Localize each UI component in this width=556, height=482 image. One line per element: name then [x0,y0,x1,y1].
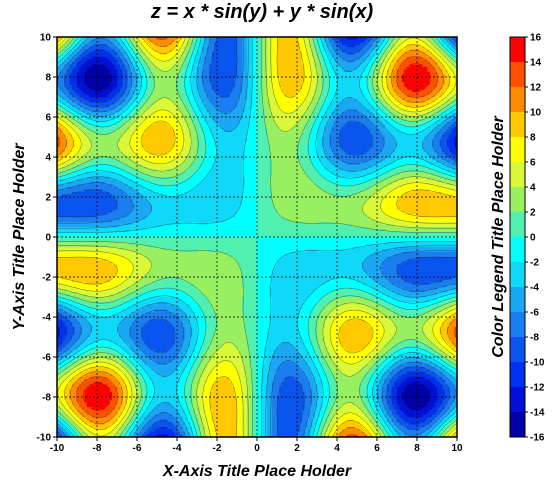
x-tick-label: 4 [334,443,340,454]
y-tick-label: -2 [42,273,51,284]
x-tick-label: -10 [50,443,65,454]
color-legend-tick-label: 6 [530,158,536,169]
contour-line--4 [56,36,458,438]
color-legend-tick-label: -6 [530,308,539,319]
x-tick-label: 10 [451,443,463,454]
contour-line--6 [56,36,458,438]
color-legend-tick-label: 2 [530,208,536,219]
y-tick-label: -8 [42,393,51,404]
color-legend-tick-label: -14 [530,408,545,419]
contour-line--2 [56,36,458,438]
y-tick-label: 4 [45,153,51,164]
color-legend-tick-label: -8 [530,333,539,344]
color-legend-swatch [510,87,525,112]
contour-line--14 [83,63,431,411]
y-axis-title: Y-Axis Title Place Holder [11,143,28,331]
y-tick-label: 2 [45,193,51,204]
contour-line-14 [83,63,431,411]
color-legend-swatch [510,412,525,437]
color-legend-tick-label: -16 [530,433,545,444]
color-legend-swatch [510,287,525,312]
color-legend-swatch [510,337,525,362]
y-tick-label: 10 [40,33,52,44]
color-legend-title: Color Legend Title Place Holder [490,115,507,357]
color-legend-swatch [510,137,525,162]
x-tick-label: -4 [173,443,182,454]
y-tick-label: -10 [37,433,52,444]
color-legend-tick-label: -4 [530,283,539,294]
contour-fill-band [57,37,458,438]
contour-line--10 [56,36,458,438]
y-tick-label: 8 [45,73,51,84]
color-legend-tick-label: 0 [530,233,536,244]
y-tick-label: 6 [45,113,51,124]
color-legend-swatch [510,262,525,287]
x-axis-ticks: -10 -8 -6 -4 -2 0 2 4 6 8 10 [50,437,463,454]
contour-line-6 [56,36,458,438]
x-tick-label: 0 [254,443,260,454]
color-legend-tick-label: -12 [530,383,545,394]
x-tick-label: -8 [93,443,102,454]
color-legend-tick-label: 4 [530,183,536,194]
color-legend-tick-label: 12 [530,83,542,94]
color-legend-swatch [510,37,525,62]
x-tick-label: 6 [374,443,380,454]
y-axis-ticks: -10 -8 -6 -4 -2 0 2 4 6 8 10 [37,33,57,444]
x-tick-label: -2 [213,443,222,454]
y-tick-label: 0 [45,233,51,244]
color-legend-swatch [510,362,525,387]
color-legend-swatch [510,387,525,412]
color-legend-swatch [510,237,525,262]
y-tick-label: -6 [42,353,51,364]
color-legend-swatch [510,62,525,87]
y-tick-label: -4 [42,313,51,324]
color-legend-swatch [510,212,525,237]
contour-fill-band [57,37,458,438]
color-legend-swatch [510,112,525,137]
chart-title: z = x * sin(y) + y * sin(x) [150,1,374,23]
color-legend-tick-label: -2 [530,258,539,269]
color-legend-swatch [510,187,525,212]
contour-line-10 [56,36,458,438]
x-tick-label: -6 [133,443,142,454]
x-tick-label: 8 [414,443,420,454]
color-legend: 16 14 12 10 8 6 4 2 0 -2 -4 -6 -8 -10 -12 -14 -16 [509,33,545,444]
contour-line-2 [56,36,458,438]
color-legend-swatch [510,312,525,337]
color-legend-tick-label: 14 [530,58,542,69]
contour-line--8 [56,36,458,438]
grid-layer [57,37,457,437]
color-legend-tick-label: 10 [530,108,542,119]
x-tick-label: 2 [294,443,300,454]
color-legend-swatch [510,162,525,187]
color-legend-tick-label: 8 [530,133,536,144]
x-axis-title: X-Axis Title Place Holder [162,463,352,480]
contour-line-4 [56,36,458,438]
color-legend-tick-label: 16 [530,33,542,44]
contour-line-0 [56,36,458,438]
color-legend-tick-label: -10 [530,358,545,369]
